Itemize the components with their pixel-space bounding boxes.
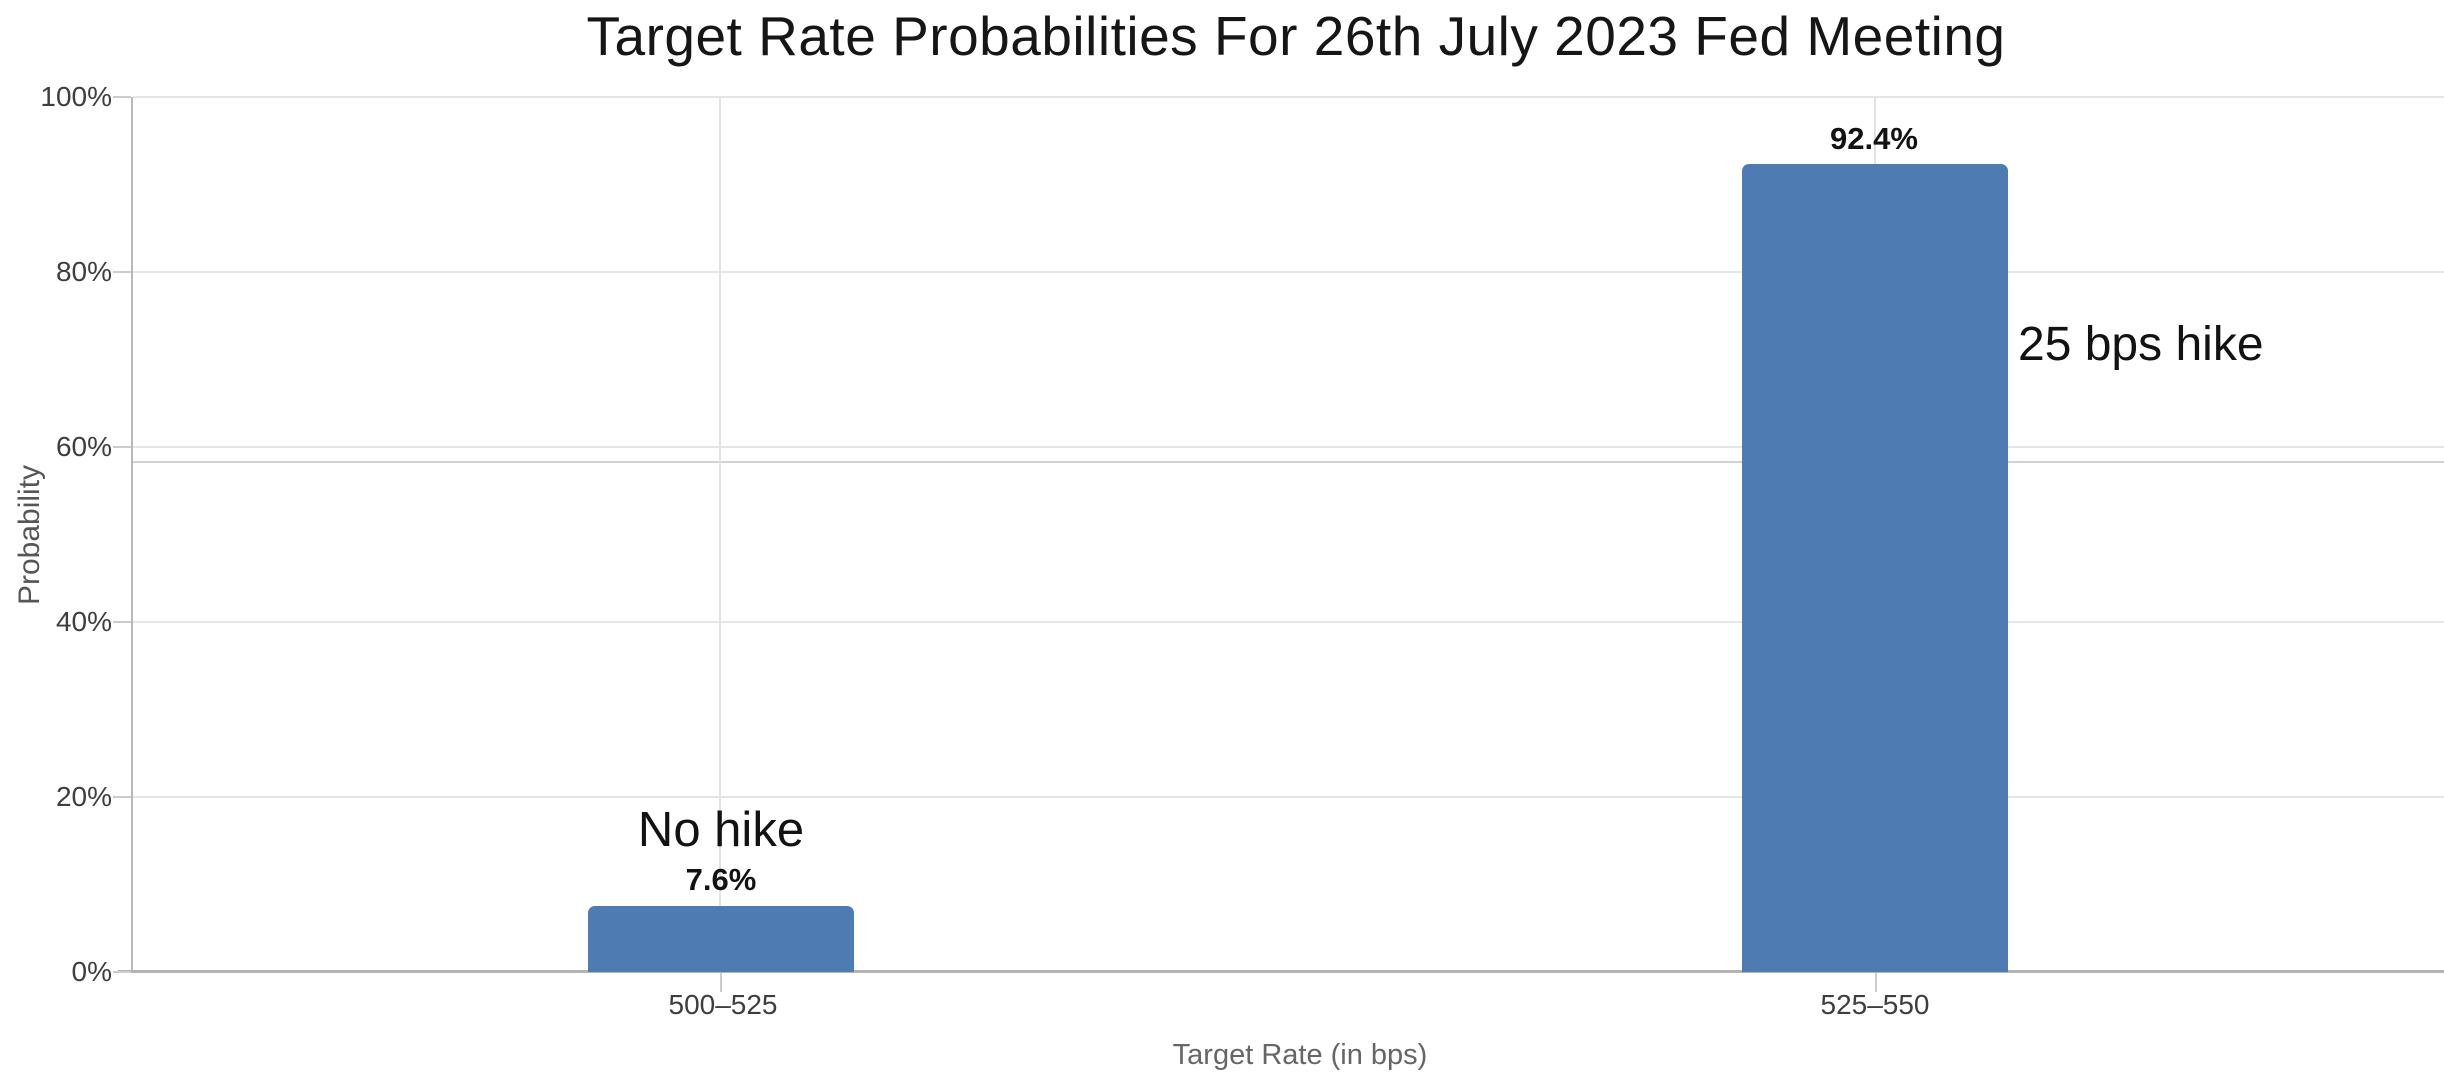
- x-tick-label-525-550: 525–550: [1820, 989, 1930, 1020]
- x-tick-label-500-525: 500–525: [668, 989, 778, 1020]
- y-tick-label-100: 100%: [40, 81, 112, 112]
- y-tick-label-60: 60%: [55, 431, 112, 462]
- y-tick-label-0: 0%: [71, 956, 112, 987]
- y-tick-80: [113, 271, 131, 273]
- plot-area: [133, 96, 2444, 972]
- x-axis-title: Target Rate (in bps): [1172, 1039, 1428, 1071]
- bar-500-525: [588, 905, 854, 972]
- y-tick-40: [113, 621, 131, 623]
- gridline-60pct: [133, 446, 2444, 448]
- y-tick-20: [113, 796, 131, 798]
- y-tick-label-20: 20%: [55, 781, 112, 812]
- x-tick-525-550: [1875, 973, 1877, 992]
- annotation-no-hike: No hike: [637, 803, 805, 857]
- extra-horizontal-line: [133, 461, 2444, 463]
- gridline-20pct: [133, 796, 2444, 798]
- y-axis-line: [131, 97, 133, 973]
- gridline-vertical-500-525: [719, 97, 721, 972]
- annotation-25-bps-hike: 25 bps hike: [2018, 318, 2264, 371]
- y-tick-60: [113, 446, 131, 448]
- chart-title: Target Rate Probabilities For 26th July …: [586, 5, 2006, 67]
- y-axis-title: Probability: [13, 464, 46, 606]
- y-tick-100: [113, 96, 131, 98]
- bar-525-550: [1742, 163, 2008, 972]
- x-tick-500-525: [720, 973, 722, 992]
- bar-value-label-500-525: 7.6%: [685, 862, 757, 897]
- y-tick-0: [113, 971, 131, 973]
- x-axis-line: [118, 970, 2444, 973]
- y-tick-label-80: 80%: [55, 256, 112, 287]
- gridline-40pct: [133, 621, 2444, 623]
- gridline-100pct: [133, 96, 2444, 98]
- y-tick-label-40: 40%: [55, 606, 112, 637]
- gridline-80pct: [133, 271, 2444, 273]
- bar-value-label-525-550: 92.4%: [1830, 121, 1918, 156]
